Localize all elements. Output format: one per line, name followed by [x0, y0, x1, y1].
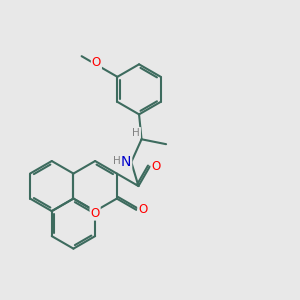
Text: O: O [138, 203, 147, 216]
Text: H: H [113, 156, 121, 166]
Text: O: O [92, 56, 101, 69]
Text: N: N [121, 155, 131, 169]
Text: H: H [132, 128, 140, 138]
Text: O: O [152, 160, 161, 173]
Text: O: O [91, 207, 100, 220]
